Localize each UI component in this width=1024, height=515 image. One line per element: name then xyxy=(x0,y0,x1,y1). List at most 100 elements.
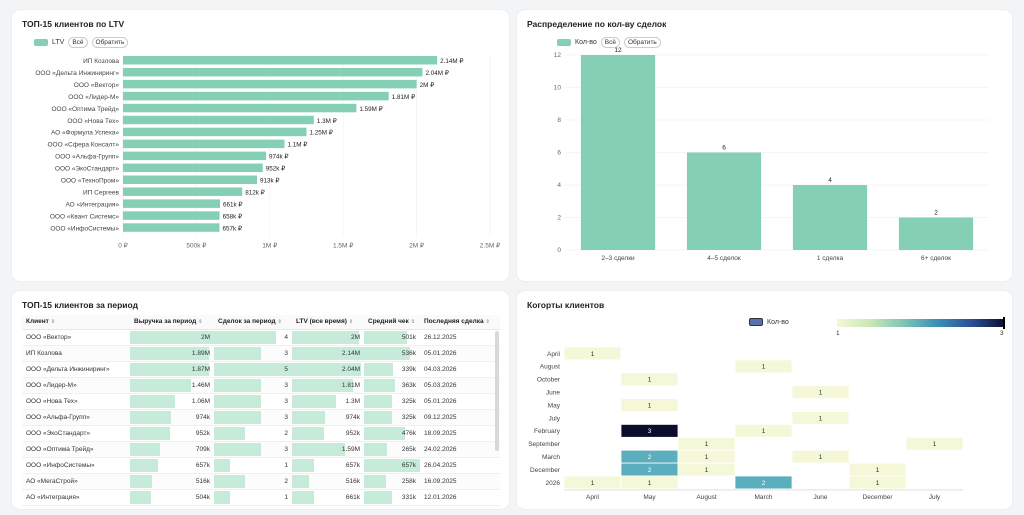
ltv-bar[interactable] xyxy=(123,139,285,149)
sort-icon[interactable]: ⇕ xyxy=(485,319,490,326)
y-tick-label: August xyxy=(540,364,560,371)
ltv-bar[interactable] xyxy=(123,187,243,196)
ltv-bar[interactable] xyxy=(123,223,220,232)
deals-bar[interactable] xyxy=(580,55,656,250)
table-row[interactable]: АО «МегаСтрой» 516k 2 516k 258k 16.09.2025 xyxy=(22,473,500,490)
bar-value-label: 6 xyxy=(722,145,726,152)
table-row[interactable]: ООО «Альфа-Групп» 974k 3 974k 325k 09.12.2025 xyxy=(22,409,500,426)
cohort-cell[interactable] xyxy=(563,346,622,361)
deals-bar[interactable] xyxy=(898,217,974,251)
table-row[interactable]: ООО «Вектор» 2M 4 2M 501k 26.12.2025 xyxy=(22,329,500,346)
cohort-cell[interactable] xyxy=(620,423,679,438)
cohort-cell[interactable] xyxy=(848,475,907,490)
category-label: ООО «Вектор» xyxy=(74,82,120,89)
sort-icon[interactable]: ⇕ xyxy=(348,319,354,326)
cell-data-bar xyxy=(292,458,315,472)
cell-deals: 3 xyxy=(214,345,292,362)
col-header-ltv[interactable]: LTV (все время) ⇕ xyxy=(292,315,364,330)
period-table-card: ТОП-15 клиентов за период Клиент ⇕ Выручк… xyxy=(12,291,509,509)
cohort-cell[interactable] xyxy=(677,462,736,477)
col-header-deals[interactable]: Сделок за период ⇕ xyxy=(214,315,292,330)
y-tick-label: 0 xyxy=(557,247,561,254)
ltv-bar[interactable] xyxy=(123,175,258,185)
sort-icon[interactable]: ⇕ xyxy=(50,319,56,326)
cohort-cell[interactable] xyxy=(791,449,850,464)
cell-deals: 4 xyxy=(214,329,292,346)
legend-swatch[interactable] xyxy=(557,39,571,46)
deals-bar[interactable] xyxy=(686,152,762,251)
ltv-bar[interactable] xyxy=(123,67,423,77)
category-label: АО «Формула Успеха» xyxy=(51,130,119,137)
cell-last-deal: 12.01.2026 xyxy=(420,489,500,506)
ltv-bar[interactable] xyxy=(123,56,438,65)
color-scale-max: 3 xyxy=(1000,330,1004,337)
bar-value-label: 2.14M ₽ xyxy=(440,58,463,65)
cell-client: ООО «Оптима Трейд» xyxy=(22,441,130,458)
table-row[interactable]: АО «Интеграция» 504k 1 661k 331k 12.01.2026 xyxy=(22,489,500,506)
ltv-bar[interactable] xyxy=(123,103,357,113)
table-row[interactable]: ООО «Оптима Трейд» 709k 3 1.59M 265k 24.02.20… xyxy=(22,441,500,458)
legend-label[interactable]: LTV xyxy=(52,39,65,46)
cell-data-bar xyxy=(130,378,192,392)
cell-data-bar xyxy=(130,410,171,424)
cohort-cell[interactable] xyxy=(791,385,850,399)
cell-avg: 339k xyxy=(364,361,420,378)
table-row[interactable]: ООО «Нова Тех» 1.06M 3 1.3M 325k 05.01.2026 xyxy=(22,393,500,410)
cell-data-bar xyxy=(292,346,364,360)
ltv-bar[interactable] xyxy=(123,151,266,161)
cohort-cell[interactable] xyxy=(620,372,679,387)
ltv-bar[interactable] xyxy=(123,199,221,208)
cell-avg: 325k xyxy=(364,393,420,410)
cohort-cell[interactable] xyxy=(734,359,793,374)
cohort-cell[interactable] xyxy=(734,423,793,438)
cohorts-legend[interactable]: Кол-во xyxy=(749,318,789,326)
ltv-bar[interactable] xyxy=(123,127,307,137)
color-scale-handle[interactable] xyxy=(1003,317,1005,329)
table-row[interactable]: ИП Козлова 1.89M 3 2.14M 536k 05.01.2026 xyxy=(22,345,500,362)
x-tick-label: 1M ₽ xyxy=(262,241,278,249)
cell-last-deal: 26.12.2025 xyxy=(420,329,500,346)
cell-data-bar xyxy=(214,474,246,488)
table-row[interactable]: ООО «Лидер-М» 1.46M 3 1.81M 363k 05.03.2026 xyxy=(22,377,500,394)
sort-icon[interactable]: ⇕ xyxy=(198,319,203,326)
sort-icon[interactable]: ⇕ xyxy=(410,319,415,326)
table-scroll-area[interactable]: Клиент ⇕ Выручка за период ⇕ Сделок за пер… xyxy=(22,315,509,509)
col-header-avg[interactable]: Средний чек ⇕ xyxy=(364,315,420,330)
y-tick-label: 4 xyxy=(557,182,561,189)
cell-client: АО «Интеграция» xyxy=(22,489,130,506)
legend-swatch[interactable] xyxy=(34,39,48,46)
category-label: ООО «Дельта Инжиниринг» xyxy=(35,70,119,77)
cohort-cell[interactable] xyxy=(905,436,964,451)
invert-button[interactable]: Обратить xyxy=(623,37,661,48)
col-header-client[interactable]: Клиент ⇕ xyxy=(22,315,130,330)
cohort-cell-value: 1 xyxy=(648,377,652,384)
cohort-cell[interactable] xyxy=(791,411,850,425)
cell-data-bar xyxy=(130,474,152,488)
ltv-bar[interactable] xyxy=(123,163,263,173)
cohort-cell[interactable] xyxy=(620,475,679,490)
category-label: ООО «Нова Тех» xyxy=(67,118,119,125)
cohort-cell[interactable] xyxy=(620,398,679,412)
deals-bar[interactable] xyxy=(792,185,868,250)
cell-client: ИП Козлова xyxy=(22,345,130,362)
cohort-cell[interactable] xyxy=(734,475,793,490)
show-all-button[interactable]: Всё xyxy=(600,37,620,48)
col-header-last[interactable]: Последняя сделка ⇕ xyxy=(420,315,500,330)
legend-label[interactable]: Кол-во xyxy=(575,39,597,46)
table-row[interactable]: ООО «ИнфоСистемы» 657k 1 657k 657k 26.04.2025 xyxy=(22,457,500,474)
col-header-revenue[interactable]: Выручка за период ⇕ xyxy=(130,315,214,330)
table-row[interactable]: ООО «Дельта Инжиниринг» 1.87M 5 2.04M 339k 04… xyxy=(22,361,500,378)
show-all-button[interactable]: Всё xyxy=(68,37,88,48)
cell-data-bar xyxy=(130,362,209,376)
ltv-bar[interactable] xyxy=(123,115,314,125)
cell-data-bar xyxy=(292,442,346,456)
bar-value-label: 661k ₽ xyxy=(223,201,242,208)
sort-icon[interactable]: ⇕ xyxy=(277,319,282,326)
ltv-bar[interactable] xyxy=(123,79,417,89)
invert-button[interactable]: Обратить xyxy=(91,37,129,48)
ltv-bar[interactable] xyxy=(123,211,220,220)
y-tick-label: June xyxy=(546,389,560,396)
table-row[interactable]: ООО «ЭкоСтандарт» 952k 2 952k 476k 18.09.2025 xyxy=(22,425,500,442)
ltv-bar[interactable] xyxy=(123,91,389,101)
table-scrollbar[interactable] xyxy=(495,331,499,451)
